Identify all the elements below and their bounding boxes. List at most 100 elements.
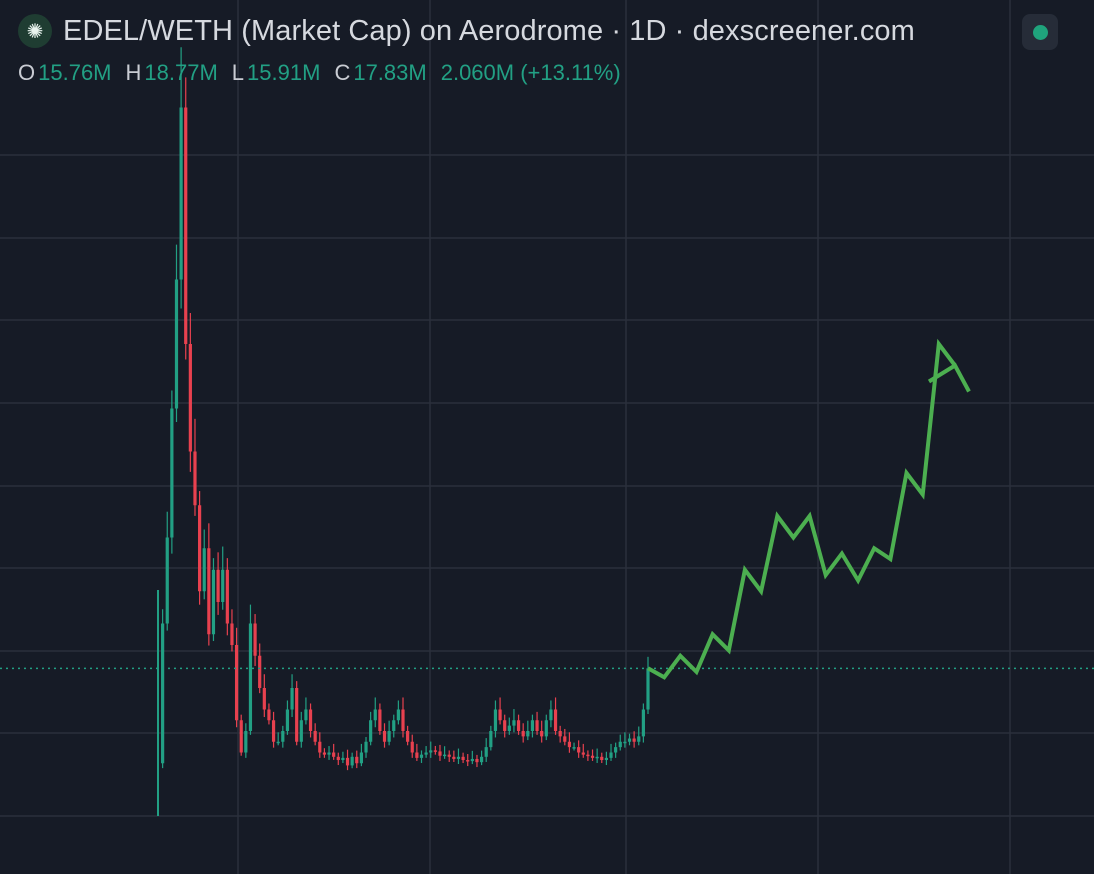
candle-body	[327, 752, 331, 755]
candle-body	[415, 752, 419, 758]
candle-body	[535, 720, 539, 731]
candle-body	[258, 655, 262, 688]
candle-body	[364, 741, 368, 753]
candle-body	[253, 623, 257, 656]
candle-body	[207, 548, 211, 635]
candle-body	[456, 756, 461, 759]
candle-body	[637, 736, 641, 742]
candle-body	[295, 688, 299, 742]
candle-body	[308, 709, 313, 731]
candle-body	[170, 408, 174, 538]
candle-body	[271, 720, 276, 742]
candle-body	[221, 569, 225, 602]
candle-body	[489, 731, 493, 748]
high-label: H	[125, 60, 142, 85]
low-value: 15.91M	[247, 60, 321, 85]
candle-body	[281, 731, 285, 742]
candle-body	[378, 709, 382, 731]
candle-body	[184, 107, 188, 344]
candle-body	[174, 279, 179, 409]
candle-body	[179, 107, 183, 280]
candle-body	[452, 756, 456, 759]
candle-body	[475, 758, 479, 763]
candle-body	[322, 752, 327, 755]
candle-body	[438, 751, 442, 756]
candle-body	[590, 755, 595, 758]
open-label: O	[18, 60, 36, 85]
candle-body	[332, 752, 336, 757]
candle-body	[244, 731, 248, 753]
candle-body	[290, 688, 294, 710]
candle-body	[239, 720, 243, 753]
candle-body	[193, 451, 197, 506]
candle-body	[406, 731, 410, 742]
candle-body	[216, 569, 220, 602]
candle-body	[318, 741, 322, 753]
close-value: 17.83M	[353, 60, 427, 85]
candle-body	[443, 754, 447, 757]
high-value: 18.77M	[144, 60, 218, 85]
candle-body	[627, 738, 632, 742]
candle-body	[336, 756, 340, 761]
candle-body	[382, 731, 387, 742]
candle-body	[410, 741, 414, 753]
candle-body	[299, 720, 303, 742]
candle-body	[424, 752, 428, 755]
token-logo-icon: ✺	[18, 14, 52, 48]
candle-body	[618, 741, 622, 748]
candle-body	[447, 754, 451, 757]
candle-body	[484, 747, 488, 757]
chart-header: ✺ EDEL/WETH (Market Cap) on Aerodrome · …	[18, 14, 915, 48]
candle-body	[586, 754, 590, 757]
candle-body	[512, 720, 516, 726]
candle-body	[549, 709, 553, 721]
candles	[157, 47, 650, 816]
status-dot-icon	[1032, 24, 1048, 40]
ohlc-legend: O 15.76M H 18.77M L 15.91M C 17.83M 2.06…	[18, 60, 635, 86]
open-value: 15.76M	[38, 60, 112, 85]
candle-body	[267, 709, 271, 721]
projection-arrowhead	[927, 362, 971, 393]
candle-body	[540, 731, 544, 737]
candle-body	[262, 688, 266, 710]
candle-body	[202, 548, 206, 592]
candle-body	[433, 750, 437, 752]
candle-body	[623, 741, 627, 744]
candle-body	[614, 747, 618, 753]
candle-body	[526, 731, 530, 737]
candle-body	[248, 623, 253, 731]
candle-body	[572, 747, 576, 749]
projection-arrow-line	[647, 338, 957, 680]
candle-body	[355, 756, 359, 764]
low-label: L	[231, 60, 245, 85]
candle-body	[641, 709, 645, 737]
candle-body	[581, 752, 585, 755]
candle-body	[466, 760, 470, 762]
candle-body	[369, 720, 373, 742]
connection-status-button[interactable]	[1022, 14, 1058, 50]
candle-body	[285, 709, 290, 731]
candle-body	[567, 741, 572, 748]
candle-body	[276, 741, 280, 744]
candle-body	[161, 623, 165, 764]
candle-body	[419, 754, 424, 758]
candle-body	[503, 720, 507, 731]
candle-body	[577, 747, 581, 753]
candle-body	[387, 731, 391, 742]
candle-body	[345, 757, 350, 766]
candle-body	[304, 709, 308, 721]
candle-body	[234, 645, 239, 721]
close-label: C	[334, 60, 351, 85]
candle-body	[604, 757, 608, 761]
candle-body	[313, 731, 317, 742]
candle-body	[563, 736, 567, 742]
candle-body	[553, 709, 558, 731]
candle-body	[600, 756, 604, 761]
candle-body	[165, 537, 169, 624]
candle-body	[470, 758, 474, 762]
candle-body	[392, 720, 396, 731]
candle-body	[230, 623, 234, 645]
